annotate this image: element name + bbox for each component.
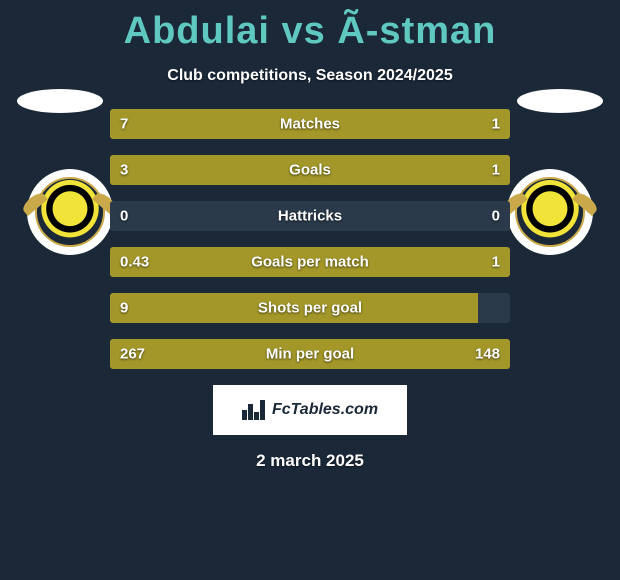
stat-label: Goals <box>289 162 331 179</box>
club-badge-right <box>507 169 593 255</box>
player-photo-placeholder-left <box>17 89 103 113</box>
fctables-label: FcTables.com <box>272 401 378 419</box>
stat-row: 7 1 Matches <box>110 109 510 139</box>
stat-value-right: 0 <box>492 208 500 225</box>
comparison-panel: 7 1 Matches 3 1 Goals 0 0 Hattricks 0.43 1 Goals pe… <box>0 109 620 369</box>
stat-row: 0.43 1 Goals per match <box>110 247 510 277</box>
stat-value-right: 1 <box>492 116 500 133</box>
stat-value-right: 1 <box>492 254 500 271</box>
fctables-badge: FcTables.com <box>213 385 407 435</box>
bar-left <box>110 155 382 185</box>
stat-label: Shots per goal <box>258 300 362 317</box>
bar-left <box>110 109 422 139</box>
stat-value-left: 0 <box>120 208 128 225</box>
stat-row: 3 1 Goals <box>110 155 510 185</box>
stat-value-left: 0.43 <box>120 254 149 271</box>
stat-label: Goals per match <box>251 254 369 271</box>
stat-label: Matches <box>280 116 340 133</box>
stat-value-left: 9 <box>120 300 128 317</box>
stat-value-left: 267 <box>120 346 145 363</box>
stat-value-right: 1 <box>492 162 500 179</box>
date-label: 2 march 2025 <box>0 451 620 471</box>
player-photo-placeholder-right <box>517 89 603 113</box>
stat-label: Hattricks <box>278 208 342 225</box>
stat-rows: 7 1 Matches 3 1 Goals 0 0 Hattricks 0.43 1 Goals pe… <box>110 109 510 369</box>
stat-row: 267 148 Min per goal <box>110 339 510 369</box>
stat-value-left: 7 <box>120 116 128 133</box>
stat-row: 9 Shots per goal <box>110 293 510 323</box>
stat-row: 0 0 Hattricks <box>110 201 510 231</box>
subtitle: Club competitions, Season 2024/2025 <box>0 67 620 85</box>
club-badge-left <box>27 169 113 255</box>
bar-chart-icon <box>242 400 266 420</box>
stat-label: Min per goal <box>266 346 354 363</box>
page-title: Abdulai vs Ã-stman <box>0 0 620 53</box>
stat-value-right: 148 <box>475 346 500 363</box>
stat-value-left: 3 <box>120 162 128 179</box>
